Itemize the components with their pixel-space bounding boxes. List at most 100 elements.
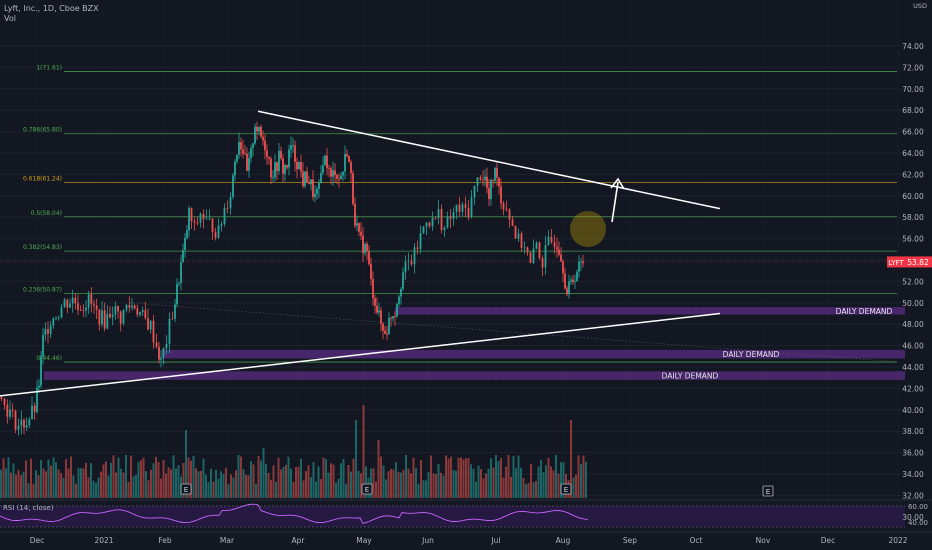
candle-body	[338, 178, 340, 180]
candle-body	[202, 213, 205, 220]
volume-bar	[272, 465, 275, 498]
volume-bar	[45, 471, 47, 498]
volume-bar	[72, 475, 75, 498]
candle-body	[452, 211, 455, 219]
candle-body	[308, 182, 310, 185]
volume-bar	[262, 448, 265, 498]
price-tick-label: 70.00	[902, 85, 924, 94]
volume-bar	[415, 467, 417, 498]
volume-bar	[425, 480, 427, 498]
candle-body	[90, 294, 93, 304]
volume-bar	[545, 465, 547, 498]
rsi-label: RSI (14, close)	[3, 504, 54, 512]
volume-bar	[315, 481, 317, 498]
time-tick-label: Aug	[556, 536, 571, 545]
volume-bar	[160, 478, 162, 498]
price-axis[interactable]: 30.00 32.00 34.00 36.00 38.00 40.00 42.00 44.00…	[0, 2, 932, 522]
candle-body	[547, 236, 550, 246]
earnings-marker-label: E	[766, 488, 770, 496]
price-tick-label: 64.00	[902, 149, 924, 158]
volume-bar	[235, 470, 237, 498]
trendlines	[0, 110, 721, 397]
candle-body	[470, 197, 473, 217]
candle-body	[284, 165, 286, 174]
volume-bar	[307, 465, 310, 498]
earnings-marker	[560, 483, 572, 495]
earnings-marker-label: E	[365, 486, 369, 494]
volume-bar	[325, 459, 327, 498]
candle-body	[443, 227, 446, 230]
candle-body	[352, 173, 354, 204]
candle-body	[535, 242, 538, 249]
candle-body	[252, 143, 254, 149]
candle-body	[564, 273, 566, 289]
breakout-arrow-head	[610, 177, 625, 190]
volume-bar	[2, 458, 5, 498]
volume-bar	[332, 464, 335, 498]
candle-body	[574, 281, 576, 283]
volume-bar	[167, 467, 170, 498]
candle-body	[425, 222, 428, 227]
rsi-line	[0, 503, 589, 524]
candle-body	[390, 317, 392, 319]
candle-body	[196, 222, 199, 224]
volume-bar	[10, 472, 12, 498]
volume-bar	[142, 457, 145, 498]
volume-bar	[30, 458, 32, 498]
volume-bar	[585, 461, 587, 498]
candle-body	[71, 297, 74, 304]
time-tick-label: Dec	[821, 536, 836, 545]
volume-bar	[20, 475, 22, 498]
candle-body	[511, 219, 514, 226]
time-axis[interactable]: Dec 2021 Feb Mar Apr May Jun Jul Aug Sep Oct Nov Dec…	[0, 531, 932, 545]
volume-bar	[17, 469, 20, 498]
candle-body	[461, 204, 464, 212]
price-tick-label: 74.00	[902, 42, 924, 51]
time-tick-label: Oct	[690, 536, 703, 545]
candle-body	[176, 283, 178, 305]
volume-bar	[375, 481, 377, 498]
candle-body	[354, 203, 356, 226]
volume-bar	[220, 471, 222, 498]
price-tick-label: 72.00	[902, 63, 924, 72]
candle-body	[570, 279, 572, 282]
volume-bar	[177, 465, 180, 498]
candle-body	[234, 161, 236, 176]
volume-bar	[155, 456, 157, 498]
fib-label: 0(44.46)	[36, 355, 62, 362]
volume-bar	[430, 455, 432, 498]
volume-bar	[380, 456, 382, 498]
volume-bar	[492, 467, 495, 498]
volume-bar	[390, 468, 392, 498]
candle-body	[580, 261, 582, 263]
candle-body	[348, 156, 350, 163]
volume-bar	[447, 458, 450, 498]
volume-bar	[57, 469, 60, 498]
candle-body	[476, 177, 479, 186]
candle-body	[162, 348, 165, 358]
volume-bar	[395, 462, 397, 498]
candle-body	[360, 231, 362, 236]
volume-bar	[252, 464, 255, 498]
volume-bar	[575, 474, 577, 498]
candle-body	[109, 313, 111, 318]
volume-bar	[5, 468, 7, 498]
volume-bar	[207, 482, 210, 498]
candle-body	[526, 247, 529, 253]
volume-bar	[572, 477, 575, 498]
candle-body	[199, 213, 202, 223]
rsi-band	[0, 506, 905, 527]
candle-body	[479, 177, 482, 180]
volume-bar	[500, 458, 502, 498]
candle-body	[248, 158, 250, 171]
candle-body	[0, 396, 3, 399]
candle-body	[208, 218, 211, 220]
candle-body	[272, 177, 274, 179]
volume-bar	[147, 480, 150, 498]
candle-body	[358, 223, 360, 232]
candle-body	[517, 233, 520, 239]
candle-body	[52, 318, 55, 326]
price-tick-label: 56.00	[902, 235, 924, 244]
